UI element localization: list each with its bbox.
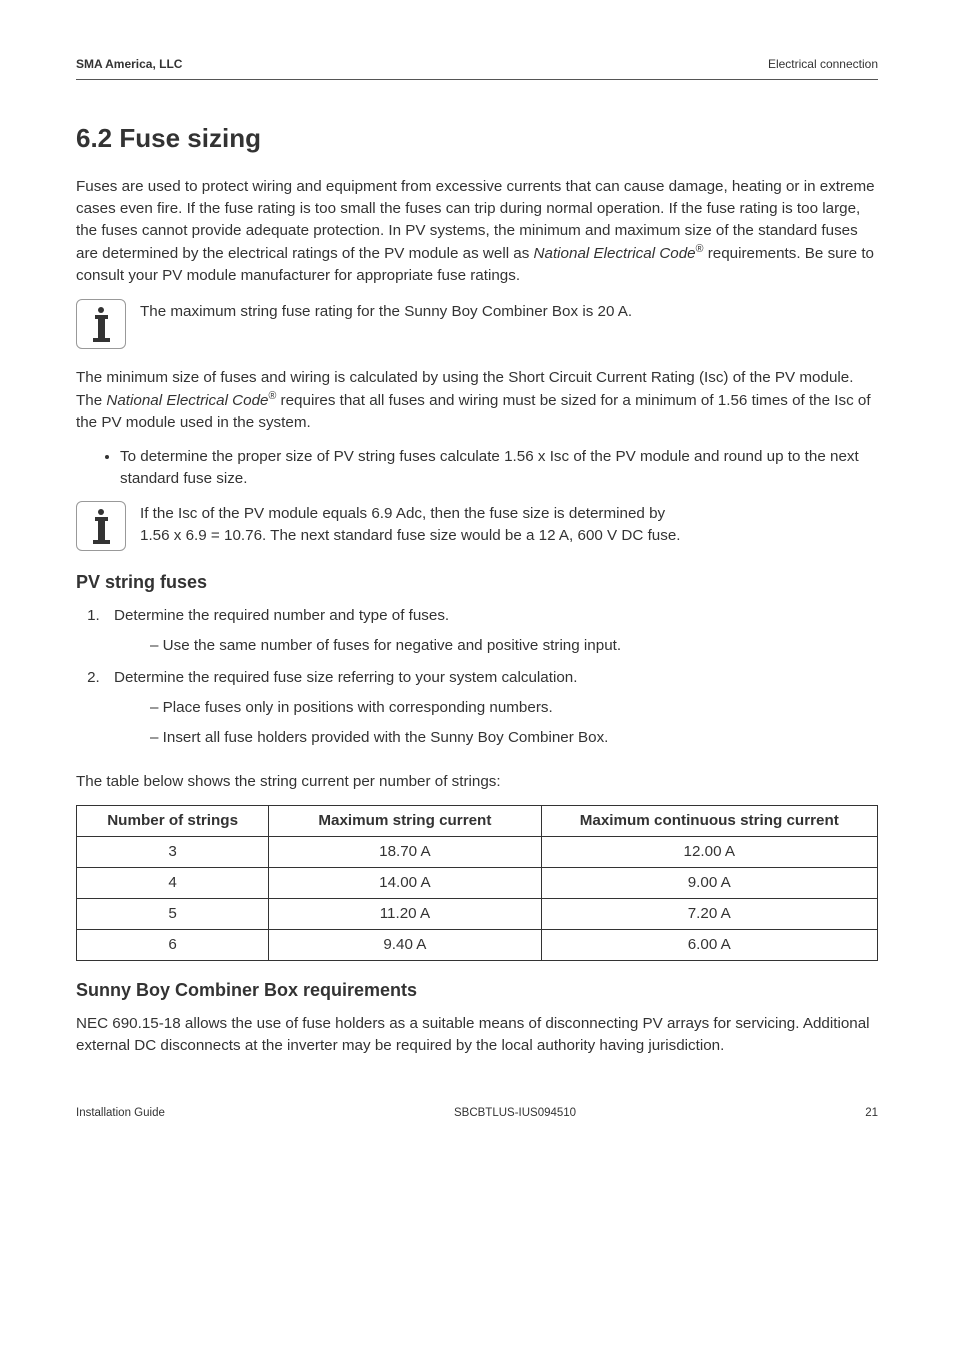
bullet-item-1: To determine the proper size of PV strin… [120, 446, 878, 490]
paragraph-2: The minimum size of fuses and wiring is … [76, 367, 878, 434]
subheading-pv-string-fuses: PV string fuses [76, 569, 878, 595]
info-icon [76, 501, 126, 551]
footer-center: SBCBTLUS-IUS094510 [454, 1105, 576, 1122]
nec-ref-1: National Electrical Code [534, 245, 696, 262]
cell: 3 [77, 836, 269, 867]
cell: 11.20 A [269, 898, 541, 929]
procedure-step-2: Determine the required fuse size referri… [104, 667, 878, 749]
cell: 4 [77, 867, 269, 898]
step-2-text: Determine the required fuse size referri… [114, 669, 577, 686]
cell: 6.00 A [541, 929, 877, 960]
cell: 6 [77, 929, 269, 960]
header-left: SMA America, LLC [76, 56, 182, 73]
col-header-2: Maximum continuous string current [541, 805, 877, 836]
footer-left: Installation Guide [76, 1105, 165, 1122]
info-note-1-text: The maximum string fuse rating for the S… [140, 299, 878, 323]
bullet-list-1: To determine the proper size of PV strin… [76, 446, 878, 490]
table-row: 5 11.20 A 7.20 A [77, 898, 878, 929]
section-heading: 6.2 Fuse sizing [76, 120, 878, 158]
table-row: 3 18.70 A 12.00 A [77, 836, 878, 867]
info-note-2-line2: 1.56 x 6.9 = 10.76. The next standard fu… [140, 527, 681, 544]
info-icon [76, 299, 126, 349]
header-rule [76, 79, 878, 80]
page-header: SMA America, LLC Electrical connection [76, 56, 878, 73]
info-note-2-line1: If the Isc of the PV module equals 6.9 A… [140, 505, 665, 522]
paragraph-1: Fuses are used to protect wiring and equ… [76, 176, 878, 287]
page-footer: Installation Guide SBCBTLUS-IUS094510 21 [76, 1105, 878, 1122]
cell: 9.00 A [541, 867, 877, 898]
step-2-sub-1: Place fuses only in positions with corre… [140, 697, 878, 719]
table-row: 6 9.40 A 6.00 A [77, 929, 878, 960]
table-header-row: Number of strings Maximum string current… [77, 805, 878, 836]
cell: 5 [77, 898, 269, 929]
step-2-sub-2: Insert all fuse holders provided with th… [140, 727, 878, 749]
table-row: 4 14.00 A 9.00 A [77, 867, 878, 898]
col-header-1: Maximum string current [269, 805, 541, 836]
footer-page-number: 21 [865, 1105, 878, 1122]
section-title: Fuse sizing [119, 123, 261, 153]
col-header-0: Number of strings [77, 805, 269, 836]
info-note-2-text: If the Isc of the PV module equals 6.9 A… [140, 501, 878, 547]
string-current-table: Number of strings Maximum string current… [76, 805, 878, 961]
cell: 7.20 A [541, 898, 877, 929]
table-body: 3 18.70 A 12.00 A 4 14.00 A 9.00 A 5 11.… [77, 836, 878, 960]
cell: 12.00 A [541, 836, 877, 867]
info-note-2: If the Isc of the PV module equals 6.9 A… [76, 501, 878, 551]
step-1-sublist: Use the same number of fuses for negativ… [114, 635, 878, 657]
cell: 14.00 A [269, 867, 541, 898]
nec-ref-2: National Electrical Code [106, 392, 268, 409]
procedure-step-1: Determine the required number and type o… [104, 605, 878, 657]
step-1-text: Determine the required number and type o… [114, 607, 449, 624]
step-1-sub-1: Use the same number of fuses for negativ… [140, 635, 878, 657]
step-2-sublist: Place fuses only in positions with corre… [114, 697, 878, 749]
table-intro: The table below shows the string current… [76, 771, 878, 793]
procedure-list: Determine the required number and type o… [76, 605, 878, 749]
section-number: 6.2 [76, 123, 112, 153]
info-note-1: The maximum string fuse rating for the S… [76, 299, 878, 349]
paragraph-3: NEC 690.15-18 allows the use of fuse hol… [76, 1013, 878, 1057]
cell: 9.40 A [269, 929, 541, 960]
subheading-requirements: Sunny Boy Combiner Box requirements [76, 977, 878, 1003]
cell: 18.70 A [269, 836, 541, 867]
header-right: Electrical connection [768, 56, 878, 73]
